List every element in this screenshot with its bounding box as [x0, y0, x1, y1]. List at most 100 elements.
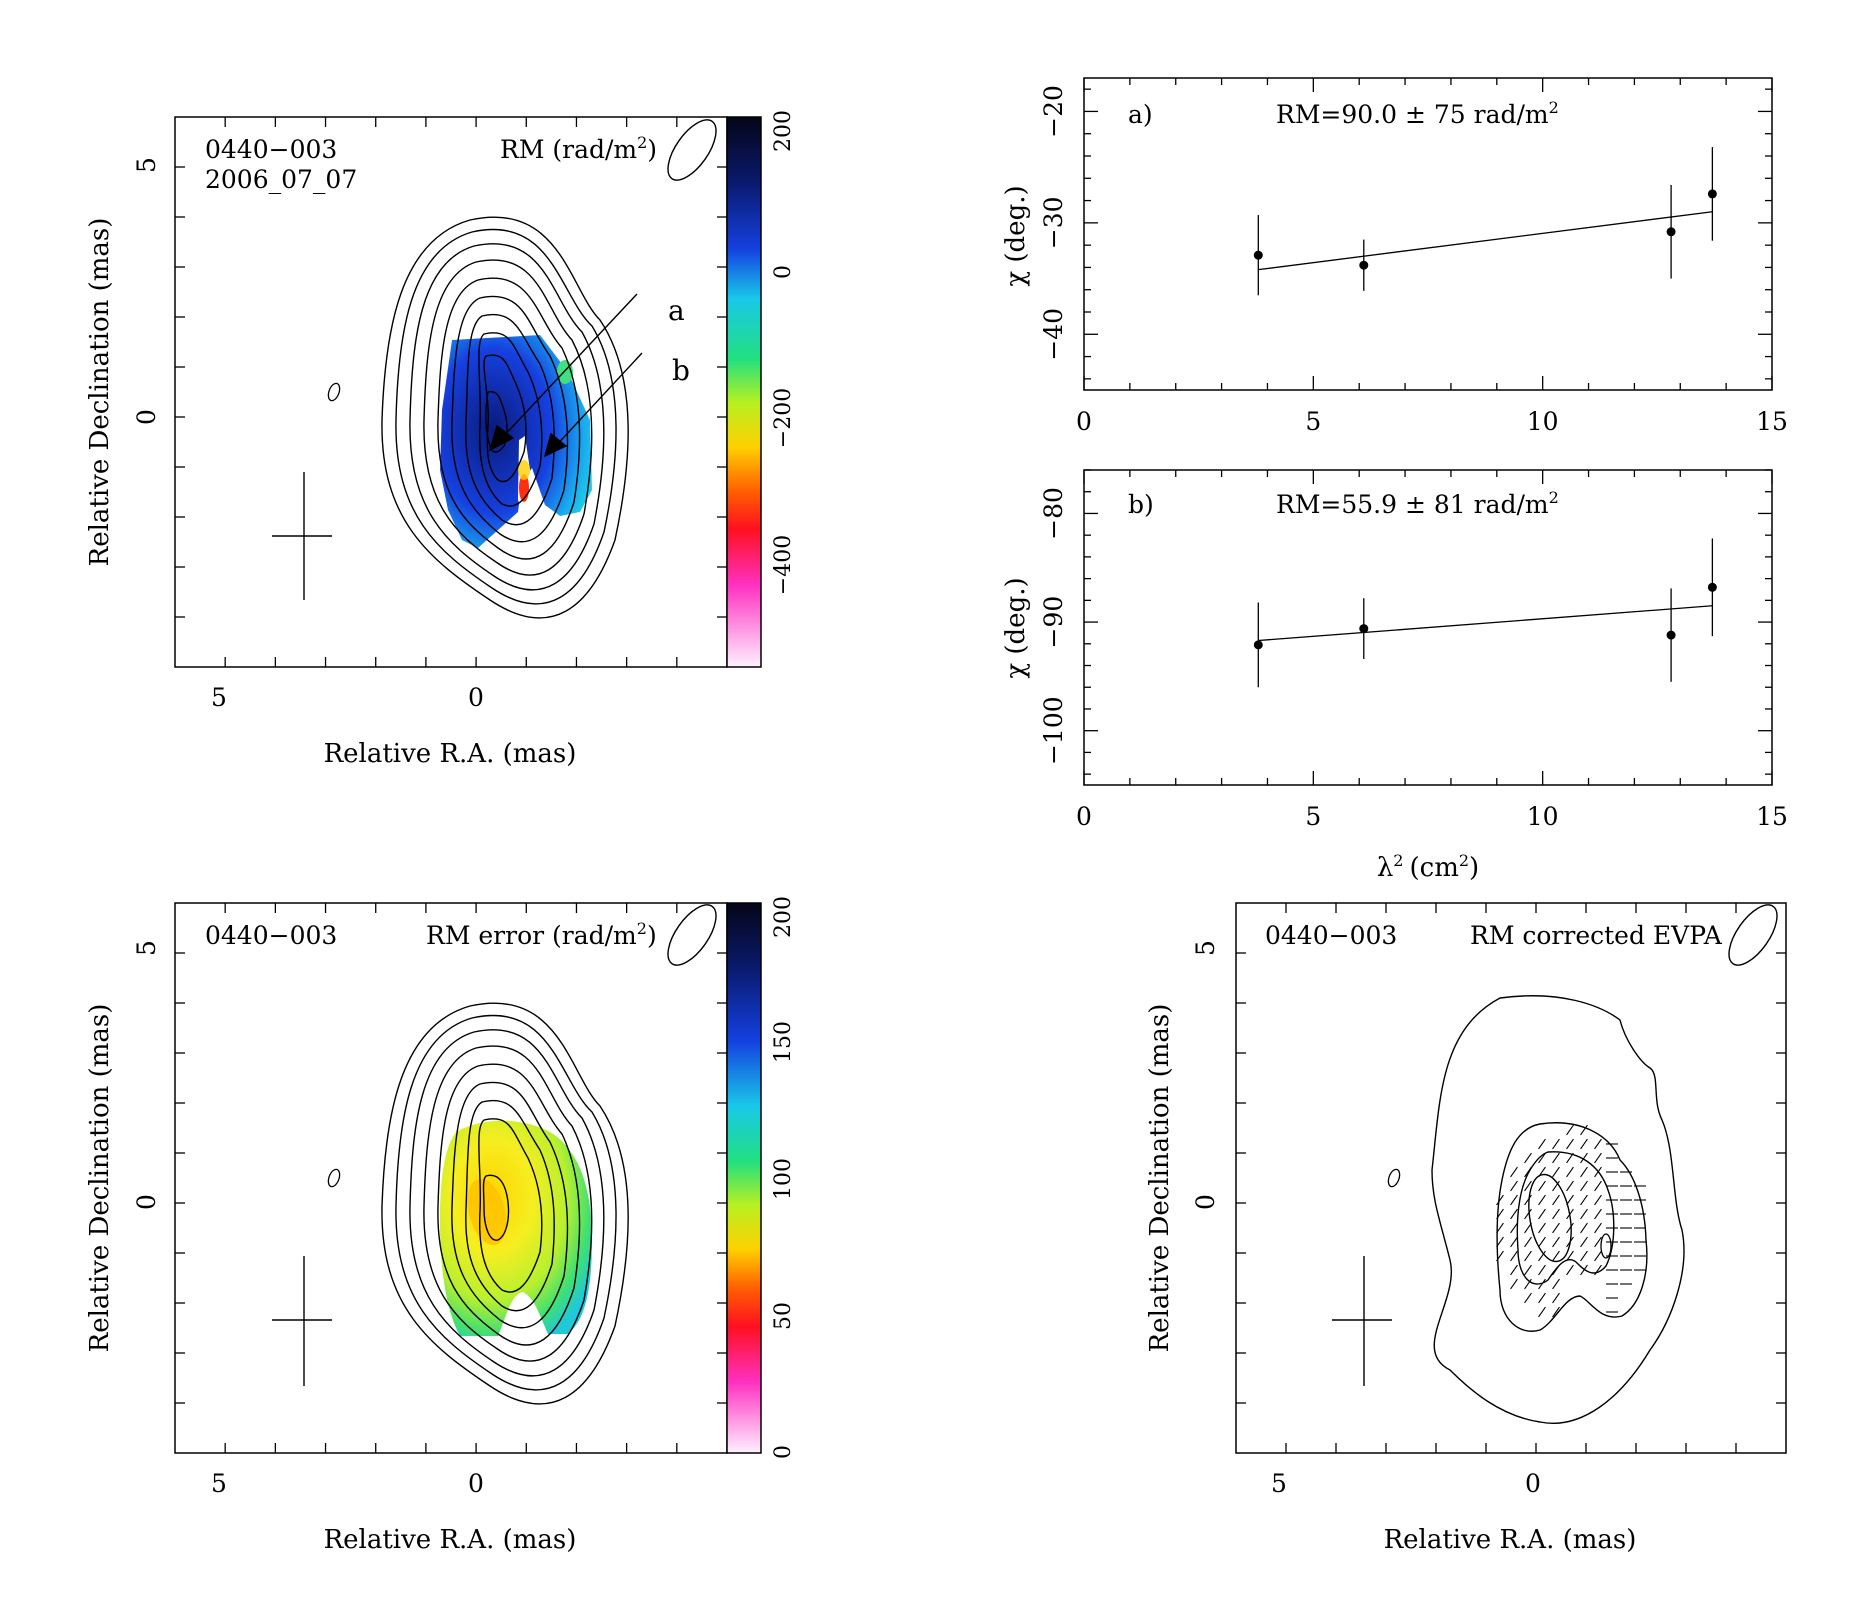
evpa-vector	[1510, 1222, 1518, 1234]
rm-error-xtick-0: 0	[468, 1469, 484, 1498]
rm-map-title-epoch: 2006_07_07	[205, 165, 357, 194]
chi-panel-b-data-point	[1666, 630, 1676, 640]
chi-panel-b-ylabel: χ (deg.)	[1001, 577, 1031, 678]
evpa-vectors	[1496, 1124, 1646, 1318]
chi-panel-a-data-point	[1253, 250, 1263, 260]
chi-panel-b-xtick-label: 15	[1756, 802, 1788, 831]
chi-panel-b-xtick-label: 5	[1305, 802, 1321, 831]
chi-panel-a-data-point	[1707, 189, 1717, 199]
rm-error-noise-blob	[327, 1168, 341, 1188]
chi-panel-b-label: b)	[1128, 490, 1154, 519]
rm-map-xtick-5: 5	[211, 683, 227, 712]
evpa-vector	[1566, 1166, 1574, 1178]
evpa-vector	[1496, 1208, 1504, 1220]
evpa-vector	[1538, 1208, 1546, 1220]
evpa-xtick-5: 5	[1271, 1469, 1287, 1498]
evpa-core-contour	[1528, 1173, 1572, 1263]
evpa-vector	[1580, 1208, 1588, 1220]
rm-map-ticks	[175, 117, 727, 667]
evpa-vector	[1552, 1180, 1560, 1192]
chi-panel-b-xtick-label: 0	[1076, 802, 1092, 831]
chi-panel-b-data-point	[1253, 640, 1263, 650]
rm-core-cross	[272, 472, 332, 600]
rm-error-orange-core	[467, 1178, 507, 1246]
evpa-vector	[1538, 1306, 1546, 1318]
rm-error-title-quantity: RM error (rad/m2)	[426, 919, 657, 950]
evpa-vector	[1594, 1222, 1602, 1234]
rm-arrows	[488, 293, 643, 458]
chi-panel-a: −20−30−40 0 5 10 15 a) RM=90.0 ± 75 rad/m2 …	[1001, 77, 1788, 436]
rm-color-blob	[440, 335, 592, 548]
evpa-vector	[1580, 1138, 1588, 1150]
rm-colorbar-tick-m200: −200	[771, 388, 796, 448]
chi-panel-a-xtick-label: 10	[1527, 407, 1559, 436]
evpa-vector	[1566, 1124, 1574, 1136]
evpa-vector	[1594, 1166, 1602, 1178]
rm-error-xtick-5: 5	[211, 1469, 227, 1498]
evpa-vector	[1524, 1222, 1532, 1234]
evpa-vector	[1566, 1250, 1574, 1262]
rm-error-color-blob	[440, 1120, 592, 1336]
rm-contours	[381, 216, 629, 619]
chi-panel-a-xtick-label: 5	[1305, 407, 1321, 436]
rm-map-xlabel: Relative R.A. (mas)	[324, 739, 577, 769]
evpa-vector	[1538, 1236, 1546, 1248]
rm-map-ylabel: Relative Declination (mas)	[85, 218, 115, 567]
evpa-vector	[1594, 1236, 1602, 1248]
chi-panel-b-annotation: RM=55.9 ± 81 rad/m2	[1276, 488, 1559, 519]
evpa-noise-blob	[1387, 1168, 1401, 1188]
rm-annotation-a: a	[668, 294, 685, 327]
evpa-vector	[1524, 1166, 1532, 1178]
evpa-xlabel: Relative R.A. (mas)	[1384, 1525, 1637, 1555]
evpa-vector	[1594, 1180, 1602, 1192]
evpa-xtick-0: 0	[1525, 1469, 1541, 1498]
evpa-vector	[1524, 1250, 1532, 1262]
evpa-vector	[1538, 1292, 1546, 1304]
evpa-vector	[1594, 1264, 1602, 1276]
rm-noise-blob	[327, 382, 341, 402]
evpa-map-ticks	[1236, 903, 1786, 1453]
evpa-vector	[1552, 1236, 1560, 1248]
evpa-vector	[1538, 1222, 1546, 1234]
chi-panel-a-label: a)	[1128, 100, 1153, 129]
evpa-vector	[1496, 1236, 1504, 1248]
chi-panel-b-data-point	[1707, 582, 1717, 592]
evpa-beam-ellipse	[1728, 904, 1778, 966]
evpa-vector	[1580, 1250, 1588, 1262]
chi-panel-a-data-point	[1666, 227, 1676, 237]
chi-panel-a-ytick-label: −20	[1039, 85, 1068, 138]
rm-error-map-panel: 0440−003 RM error (rad/m2) 5 0 5 0 Relat…	[85, 896, 796, 1555]
evpa-vector	[1524, 1194, 1532, 1206]
rm-error-colorbar-tick-200: 200	[771, 896, 796, 938]
evpa-vector	[1524, 1278, 1532, 1290]
rm-annotation-b: b	[672, 354, 690, 387]
rm-error-core-cross	[272, 1256, 332, 1386]
evpa-vector	[1496, 1222, 1504, 1234]
evpa-vector	[1496, 1250, 1504, 1262]
evpa-vector	[1580, 1236, 1588, 1248]
evpa-vector	[1524, 1236, 1532, 1248]
rm-error-colorbar-tick-50: 50	[771, 1302, 796, 1330]
rm-error-ylabel: Relative Declination (mas)	[85, 1004, 115, 1353]
evpa-vector	[1552, 1138, 1560, 1150]
chi-panel-a-fit-line	[1258, 211, 1713, 271]
rm-colorbar-tick-m400: −400	[771, 535, 796, 595]
evpa-title-source: 0440−003	[1265, 921, 1397, 950]
evpa-map-panel: 0440−003 RM corrected EVPA 5 0 5 0 Relat…	[1145, 902, 1787, 1555]
evpa-vector	[1594, 1208, 1602, 1220]
chi-panel-b-xtick-labels: 0 5 10 15	[1076, 802, 1788, 831]
evpa-vector	[1538, 1264, 1546, 1276]
rm-colorbar-tick-200: 200	[771, 110, 796, 152]
evpa-vector	[1510, 1278, 1518, 1290]
chi-panel-b-ytick-label: −90	[1039, 596, 1068, 649]
evpa-ytick-0: 0	[1191, 1194, 1220, 1210]
rm-error-map-image	[272, 904, 717, 1405]
evpa-vector	[1538, 1194, 1546, 1206]
evpa-vector	[1580, 1180, 1588, 1192]
evpa-vector	[1566, 1194, 1574, 1206]
evpa-knot-contour	[1600, 1233, 1612, 1259]
evpa-vector	[1552, 1292, 1560, 1304]
evpa-map-image	[1332, 904, 1778, 1424]
chi-panel-a-ytick-label: −40	[1039, 308, 1068, 361]
evpa-vector	[1510, 1208, 1518, 1220]
